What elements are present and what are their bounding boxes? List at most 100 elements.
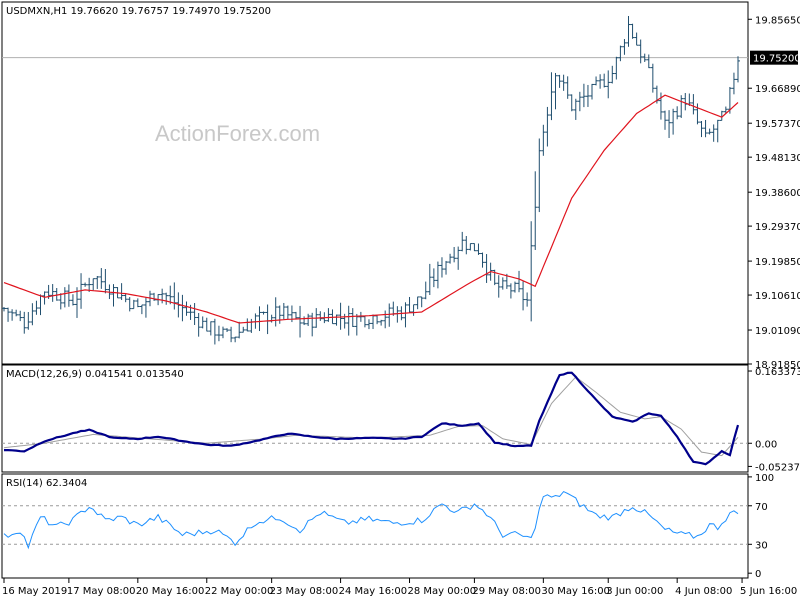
price-bar: [160, 288, 165, 304]
current-price-box: [750, 50, 798, 65]
price-bar: [62, 287, 67, 308]
price-bar: [70, 294, 75, 306]
price-bar: [66, 284, 71, 307]
price-ytick-label: 19.57370: [755, 119, 800, 130]
price-bar: [476, 243, 481, 255]
price-bar: [703, 119, 708, 138]
price-bar: [679, 95, 684, 118]
price-bar: [387, 303, 392, 327]
price-bar: [225, 328, 230, 333]
rsi-pane: 100 70 30 0 RSI(14) 62.3404: [1, 473, 774, 580]
price-bar: [18, 310, 23, 322]
price-bar: [95, 275, 100, 289]
price-bar: [302, 316, 307, 326]
price-bar: [200, 316, 205, 329]
price-bar: [533, 171, 538, 250]
price-bar: [346, 305, 351, 336]
x-tick-label: 29 May 08:00: [472, 586, 541, 597]
price-ytick-label: 19.38600: [755, 188, 800, 199]
price-bar: [448, 253, 453, 264]
price-bar: [671, 108, 676, 135]
price-bar: [577, 91, 582, 112]
price-bar: [26, 312, 31, 330]
price-bar: [549, 72, 554, 121]
price-bar: [496, 275, 501, 298]
price-bar: [435, 261, 440, 289]
moving-average-line: [3, 94, 739, 324]
price-bar: [362, 315, 367, 328]
price-bar: [103, 268, 108, 294]
price-bar: [58, 293, 63, 310]
price-bar: [358, 311, 363, 322]
macd-ytick-label: -0.052377: [755, 462, 800, 473]
price-bar: [521, 281, 526, 311]
price-bar: [715, 119, 720, 143]
price-bar: [403, 302, 408, 328]
price-bar: [439, 257, 444, 278]
price-bar: [707, 128, 712, 135]
price-bar: [423, 281, 428, 300]
price-bar: [537, 138, 542, 213]
price-bar: [517, 270, 522, 293]
x-tick-label: 30 May 16:00: [541, 586, 610, 597]
price-bar: [127, 297, 132, 312]
price-bar: [431, 268, 436, 288]
price-bar: [464, 235, 469, 255]
price-bar: [630, 23, 635, 39]
price-bar: [650, 63, 655, 93]
price-ytick-label: 19.19850: [755, 257, 800, 268]
price-bar: [196, 313, 201, 337]
price-pane: ActionForex.com 19.85650 19.75200 19.66890…: [1, 1, 800, 371]
price-bar: [74, 287, 79, 318]
x-tick-label: 24 May 16:00: [339, 586, 408, 597]
price-bar: [212, 318, 217, 345]
price-bar: [281, 302, 286, 320]
price-pane-border: [1, 1, 749, 365]
price-bar: [22, 311, 27, 334]
price-bar: [553, 72, 558, 110]
price-bar: [87, 277, 92, 292]
price-bar: [208, 321, 213, 336]
price-bar: [273, 297, 278, 327]
rsi-line: [3, 490, 739, 550]
price-bar: [444, 260, 449, 275]
price-bar: [452, 247, 457, 263]
price-bar: [638, 39, 643, 64]
price-bar: [658, 92, 663, 120]
price-bar: [711, 124, 716, 142]
macd-ytick-label: 0.00: [755, 439, 777, 450]
price-ytick-label: 19.10610: [755, 291, 800, 302]
price-bar: [719, 110, 724, 121]
x-axis: 16 May 2019 17 May 08:00 20 May 16:00 22 Ma…: [2, 578, 797, 597]
price-ytick-label: 19.29370: [755, 222, 800, 233]
price-bar: [634, 32, 639, 46]
price-bar: [220, 326, 225, 339]
rsi-pane-border: [1, 473, 749, 579]
price-bar: [646, 54, 651, 69]
current-price-label: 19.75200: [753, 54, 800, 65]
price-bar: [699, 120, 704, 138]
price-bar: [143, 297, 148, 318]
price-bar: [192, 303, 197, 325]
price-bar: [334, 314, 339, 326]
price-bar: [293, 311, 298, 320]
price-bar: [581, 83, 586, 108]
macd-pane-title: MACD(12,26,9) 0.041541 0.013540: [6, 369, 184, 380]
x-tick-label: 16 May 2019: [2, 586, 67, 597]
price-bar: [83, 282, 88, 287]
price-ytick-label: 19.48130: [755, 153, 800, 164]
price-bar: [216, 325, 221, 342]
price-bar: [245, 318, 250, 332]
price-bar: [6, 307, 11, 322]
rsi-ytick-label: 70: [755, 502, 768, 513]
price-ytick-label: 18.91850: [755, 360, 800, 371]
x-tick-label: 28 May 00:00: [408, 586, 477, 597]
price-bar: [508, 283, 513, 299]
price-bar: [152, 292, 157, 301]
macd-pane-border: [1, 364, 749, 473]
price-bar: [419, 296, 424, 308]
price-bar: [663, 110, 668, 130]
x-tick-label: 22 May 00:00: [205, 586, 274, 597]
price-bar: [667, 110, 672, 138]
